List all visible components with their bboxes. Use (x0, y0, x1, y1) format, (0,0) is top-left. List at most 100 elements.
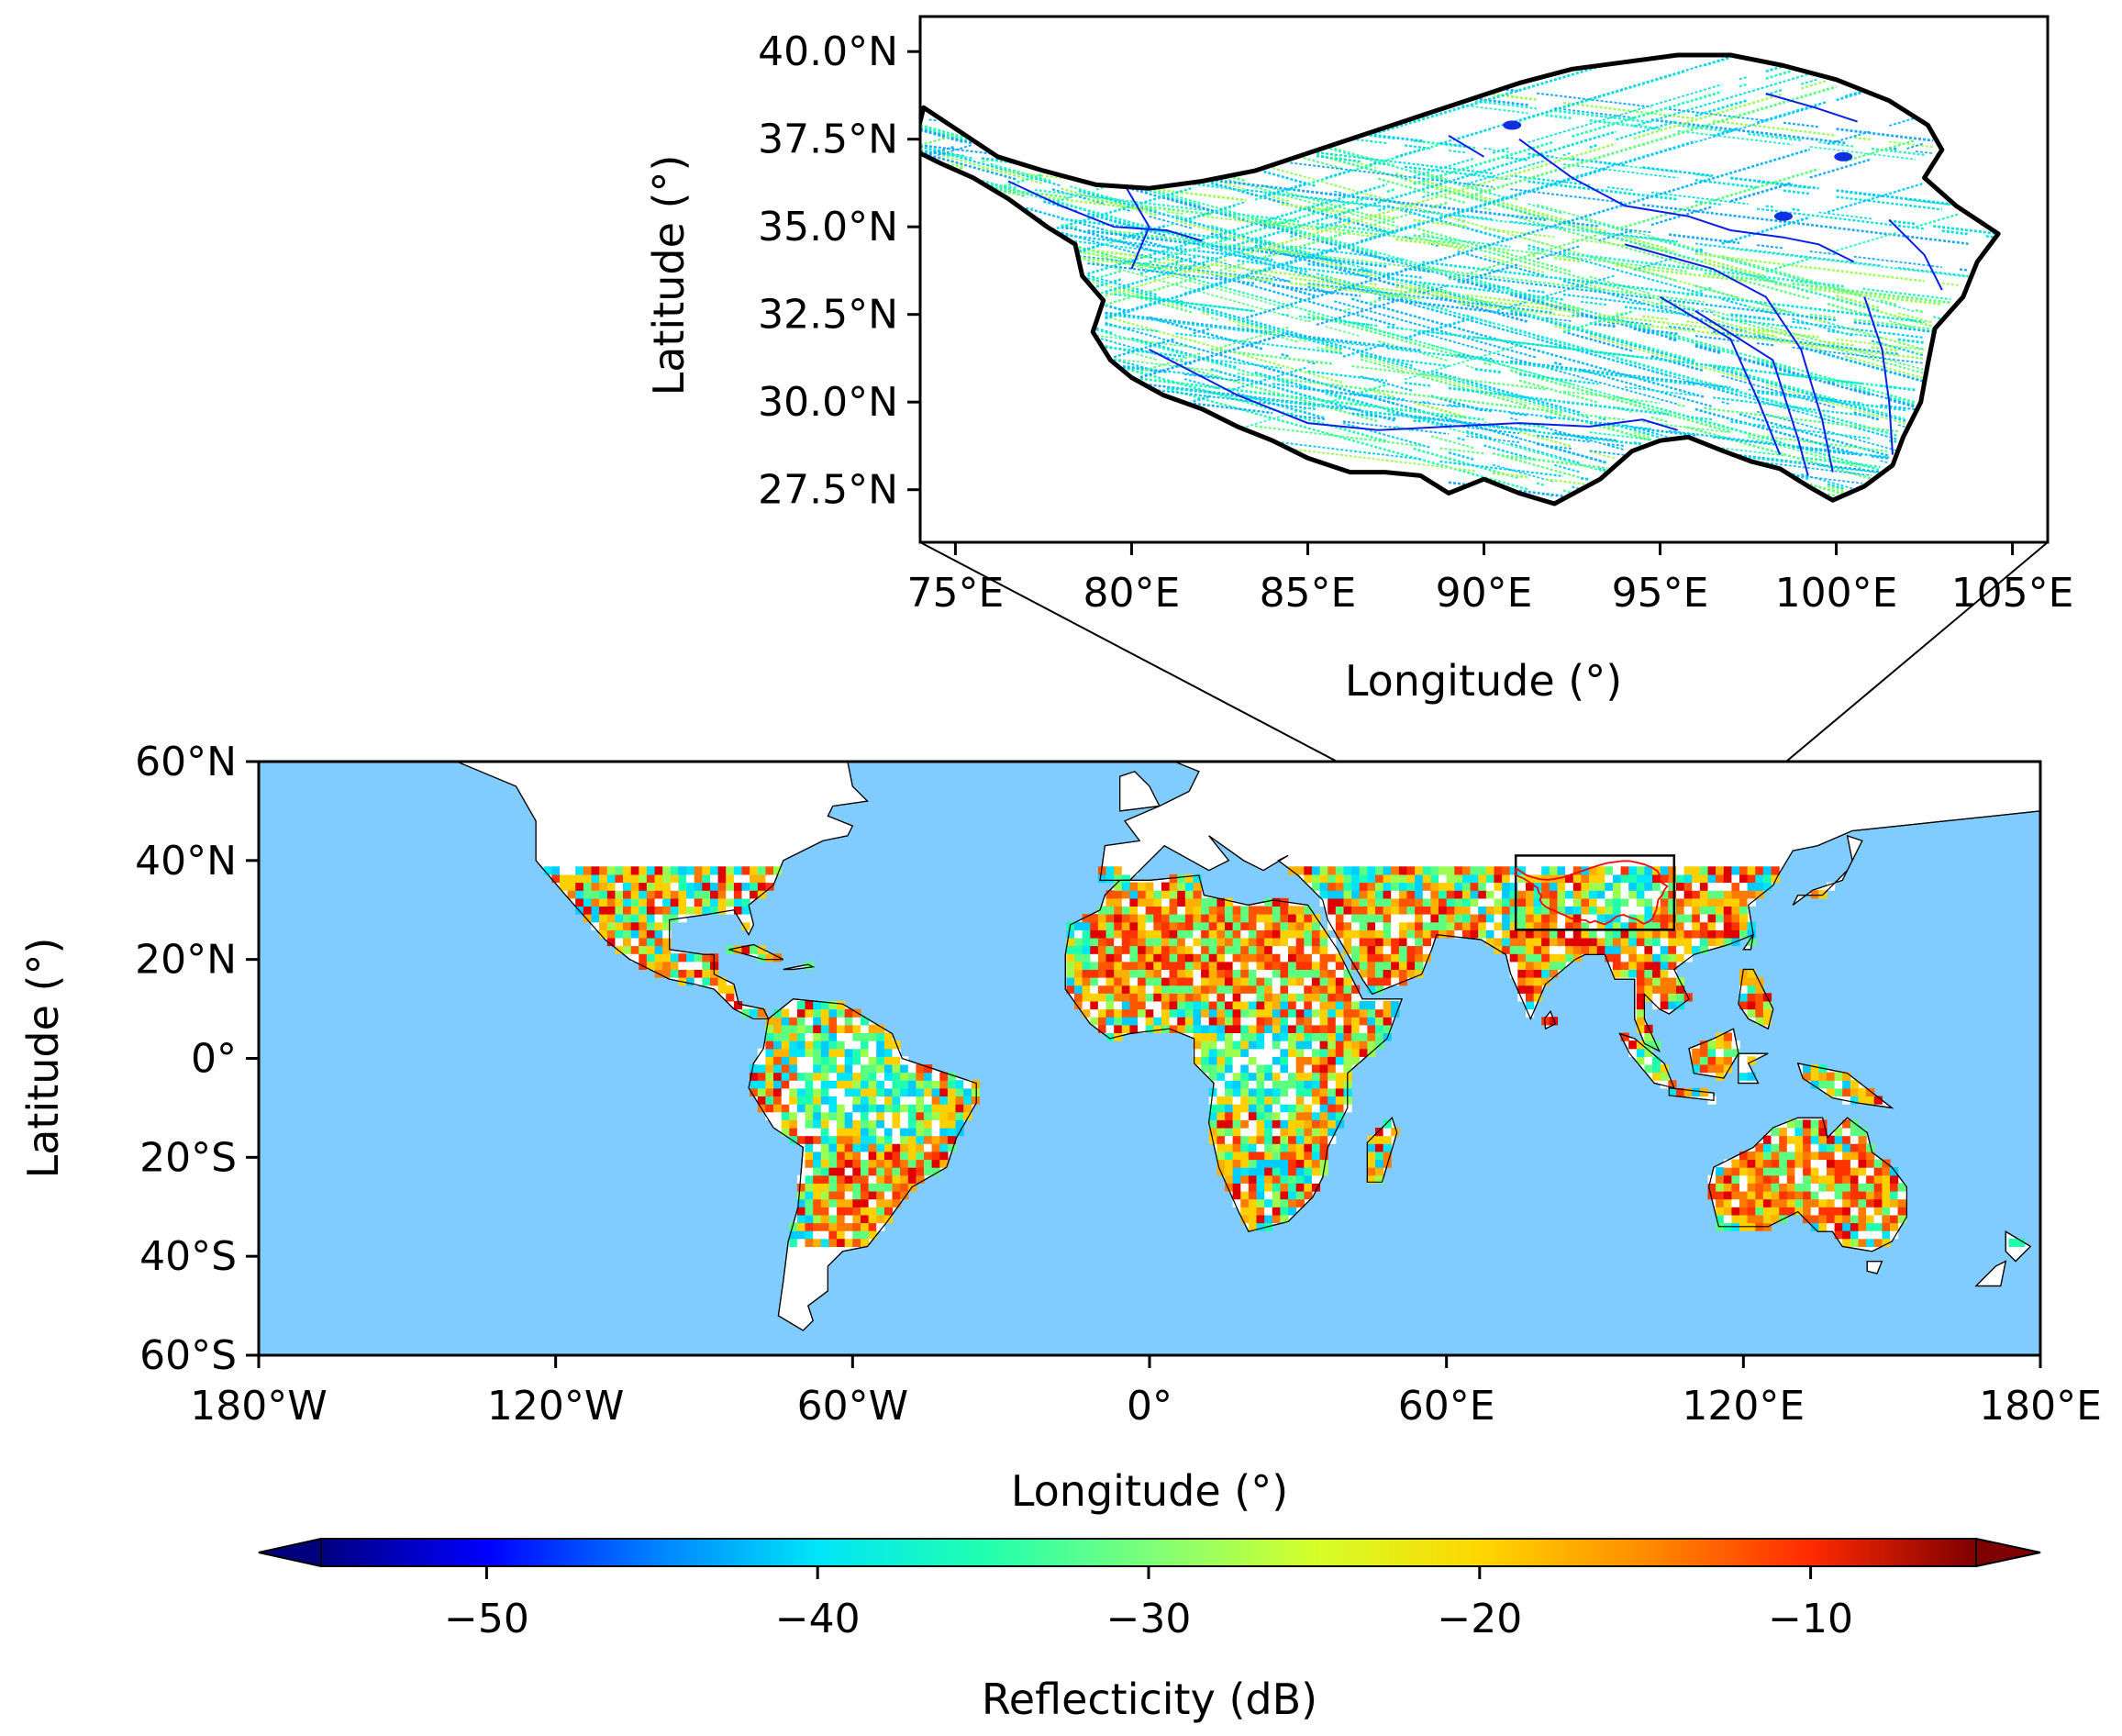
inset-track-748 (1827, 129, 1872, 146)
data-cell-1813 (639, 953, 648, 963)
data-cell-429 (1225, 1159, 1234, 1168)
data-cell-818 (805, 1096, 814, 1105)
inset-track-746 (1193, 327, 1212, 335)
inset-track-523 (1290, 414, 1326, 420)
data-cell-1469 (1153, 1001, 1162, 1010)
data-cell-1924 (1232, 945, 1241, 954)
data-cell-1665 (1636, 977, 1645, 986)
data-cell-1494 (1351, 1001, 1361, 1010)
inset-track-304 (1572, 279, 1608, 292)
data-cell-380 (1288, 1167, 1297, 1176)
data-cell-2752 (646, 874, 656, 884)
data-cell-198 (1897, 1198, 1906, 1207)
data-cell-239 (1834, 1191, 1843, 1200)
data-cell-1637 (1201, 977, 1210, 986)
data-cell-116 (844, 1207, 853, 1216)
data-cell-795 (1217, 1104, 1226, 1113)
data-cell-336 (1755, 1174, 1764, 1184)
data-cell-32 (1858, 1230, 1867, 1240)
data-cell-2682 (1319, 882, 1328, 891)
data-cell-1492 (1335, 1001, 1344, 1010)
data-cell-1598 (1343, 985, 1352, 994)
colorbar-extend-max (1975, 1537, 2041, 1568)
data-cell-682 (828, 1119, 838, 1129)
data-cell-1318 (1264, 1024, 1273, 1033)
data-cell-377 (1264, 1167, 1273, 1176)
colorbar-tick-label: −30 (1106, 1596, 1192, 1642)
data-cell-1191 (813, 1040, 822, 1050)
data-cell-305 (837, 1174, 846, 1184)
data-cell-1663 (1533, 977, 1542, 986)
data-cell-714 (1328, 1119, 1337, 1129)
data-cell-1183 (1723, 1048, 1732, 1057)
data-cell-1309 (1193, 1024, 1202, 1033)
data-cell-929 (805, 1080, 814, 1089)
data-cell-2544 (1723, 897, 1732, 907)
inset-track-603 (1818, 464, 1881, 474)
data-cell-730 (813, 1111, 822, 1120)
data-cell-281 (1755, 1183, 1764, 1192)
plateau-outline-red (1514, 860, 1669, 926)
data-cell-1819 (686, 953, 695, 963)
data-cell-1578 (1184, 985, 1194, 994)
data-cell-1792 (1383, 961, 1392, 970)
data-cell-2684 (1335, 882, 1344, 891)
data-cell-2543 (1716, 897, 1725, 907)
data-cell-1826 (1066, 953, 1075, 963)
data-cell-2513 (1478, 897, 1487, 907)
data-cell-1045 (861, 1064, 870, 1074)
data-cell-412 (820, 1159, 829, 1168)
inset-track-715 (1095, 185, 1105, 191)
coast-new-zealand-n (2005, 1230, 2032, 1263)
data-cell-413 (828, 1159, 838, 1168)
data-cell-202 (820, 1191, 829, 1200)
data-cell-217 (1264, 1191, 1273, 1200)
inset-track-637 (1554, 107, 1634, 119)
data-cell-1591 (1288, 985, 1297, 994)
data-cell-611 (1779, 1135, 1788, 1144)
data-cell-2407 (1391, 906, 1400, 915)
data-cell-2267 (1082, 914, 1091, 923)
inset-track-654 (1139, 331, 1291, 379)
inset-track-556 (1422, 261, 1925, 324)
data-cell-1351 (1105, 1017, 1115, 1026)
data-cell-295 (1866, 1183, 1875, 1192)
data-cell-2376 (1129, 906, 1139, 915)
data-cell-1060 (1248, 1064, 1258, 1074)
data-cell-1878 (1565, 953, 1574, 963)
data-cell-11 (1850, 1238, 1860, 1247)
data-cell-1102 (892, 1056, 901, 1065)
data-cell-646 (1217, 1128, 1226, 1137)
data-cell-130 (1723, 1207, 1732, 1216)
data-cell-78 (861, 1214, 870, 1224)
data-cell-16 (2008, 1238, 2017, 1247)
data-cell-1939 (1359, 945, 1368, 954)
data-cell-284 (1779, 1183, 1788, 1192)
inset-lake-2 (1773, 211, 1793, 221)
inset-track-309 (1422, 183, 1432, 187)
data-cell-1579 (1193, 985, 1202, 994)
data-cell-1116 (1288, 1056, 1297, 1065)
data-cell-508 (1794, 1151, 1804, 1161)
data-cell-2008 (1264, 937, 1273, 947)
data-cell-2711 (1549, 882, 1559, 891)
data-cell-2497 (1351, 897, 1361, 907)
inset-track-509 (1606, 442, 1626, 447)
inset-track-696 (1685, 286, 1714, 296)
data-cell-578 (861, 1135, 870, 1144)
data-cell-2486 (1201, 897, 1210, 907)
data-cell-2437 (1628, 906, 1638, 915)
data-cell-439 (1304, 1159, 1313, 1168)
data-cell-2425 (1533, 906, 1542, 915)
data-cell-589 (947, 1135, 957, 1144)
data-cell-347 (1842, 1174, 1851, 1184)
data-cell-1009 (1264, 1072, 1273, 1081)
data-cell-1973 (1692, 945, 1701, 954)
data-cell-1408 (1097, 1008, 1107, 1018)
main-y-axis-ticks: 60°N40°N20°N0°20°S40°S60°S (135, 739, 259, 1379)
data-cell-687 (868, 1119, 877, 1129)
data-cell-2656 (662, 882, 672, 891)
data-cell-734 (844, 1111, 853, 1120)
data-cell-144 (1834, 1207, 1843, 1216)
data-cell-2548 (567, 890, 576, 899)
